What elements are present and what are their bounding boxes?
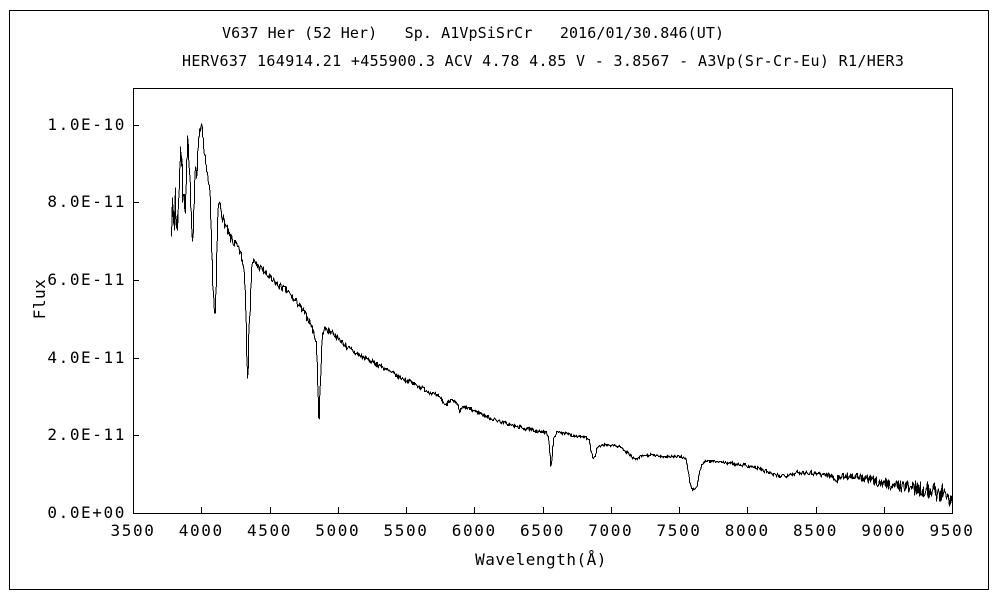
chart-title-line2: HERV637 164914.21 +455900.3 ACV 4.78 4.8… [182,52,905,70]
x-tick-label-7000: 7000 [588,521,634,540]
spectrum-curve [171,123,953,507]
x-tick-label-5500: 5500 [383,521,429,540]
x-tick-label-6500: 6500 [520,521,565,540]
x-tick-label-7500: 7500 [656,521,702,540]
x-tick-label-5000: 5000 [315,521,361,540]
x-axis-title: Wavelength(Å) [475,550,607,569]
y-tick-label-2.0E-11: 2.0E-11 [47,425,126,445]
y-tick-label-1.0E-10: 1.0E-10 [47,114,126,134]
x-tick-label-8500: 8500 [793,521,838,540]
y-tick-label-0.0E+00: 0.0E+00 [47,503,126,522]
y-tick-label-4.0E-11: 4.0E-11 [47,347,126,367]
x-tick-label-9500: 9500 [929,521,975,540]
chart-title-line1: V637 Her (52 Her) Sp. A1VpSiSrCr 2016/01… [222,24,725,42]
x-tick-label-6000: 6000 [451,521,497,540]
x-tick-label-9000: 9000 [861,521,907,540]
y-tick-label-6.0E-11: 6.0E-11 [47,270,126,290]
x-tick-label-4500: 4500 [247,521,292,540]
y-tick-label-8.0E-11: 8.0E-11 [47,192,126,212]
axis-ticks [133,125,953,514]
x-tick-label-8000: 8000 [724,521,770,540]
plot-box [133,88,953,514]
x-tick-label-3500: 3500 [110,521,156,540]
x-tick-label-4000: 4000 [178,521,224,540]
outer-frame [9,10,989,590]
